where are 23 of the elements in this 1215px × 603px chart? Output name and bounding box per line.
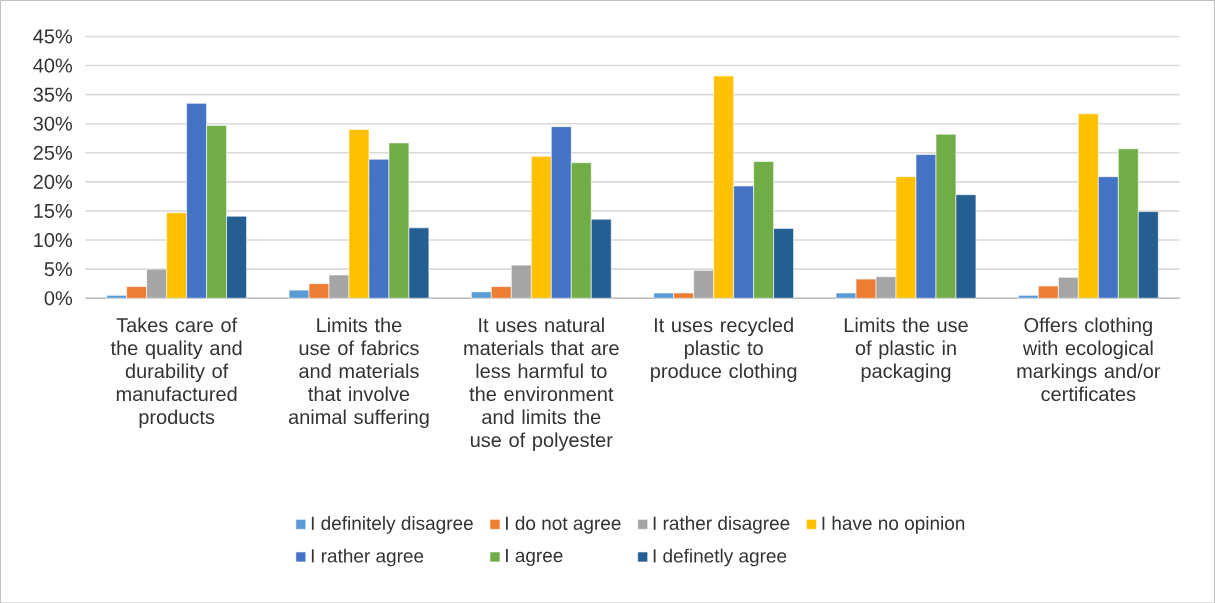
y-tick-label: 45% (33, 29, 73, 44)
x-tick-label: Limits the use of fabrics and materials that involve animal suffering (288, 317, 429, 428)
x-tick-label: It uses recycled plastic to produce clothing (651, 317, 797, 382)
legend-label: I definitely disagree (311, 515, 473, 534)
x-tick-label: Offers clothing with ecological markings and/or certificates (1017, 317, 1161, 401)
y-tick-label: 35% (33, 87, 73, 102)
y-tick-label: 30% (33, 116, 73, 131)
legend-label: I do not agree (506, 515, 621, 534)
y-tick-label: 25% (33, 145, 73, 160)
legend-label: I definetly agree (653, 548, 787, 567)
legend-label: I rather agree (311, 548, 424, 567)
y-tick-label: 10% (34, 232, 73, 247)
y-tick-label: 15% (34, 203, 73, 218)
y-tick-label: 20% (33, 174, 73, 189)
y-tick-label: 5% (44, 261, 73, 276)
legend-label: I agree (506, 548, 563, 566)
x-tick-label: It uses natural materials that are less harmful to the environment and limits the use of polyester (464, 317, 619, 451)
y-tick-label: 0% (44, 290, 73, 306)
y-tick-label: 40% (33, 58, 73, 73)
x-tick-label: Limits the use of plastic in packaging (844, 317, 968, 382)
x-tick-label: Takes care of the quality and durability of manufactured products (110, 317, 242, 428)
legend-label: I have no opinion (822, 515, 965, 534)
legend-label: I rather disagree (653, 515, 790, 534)
